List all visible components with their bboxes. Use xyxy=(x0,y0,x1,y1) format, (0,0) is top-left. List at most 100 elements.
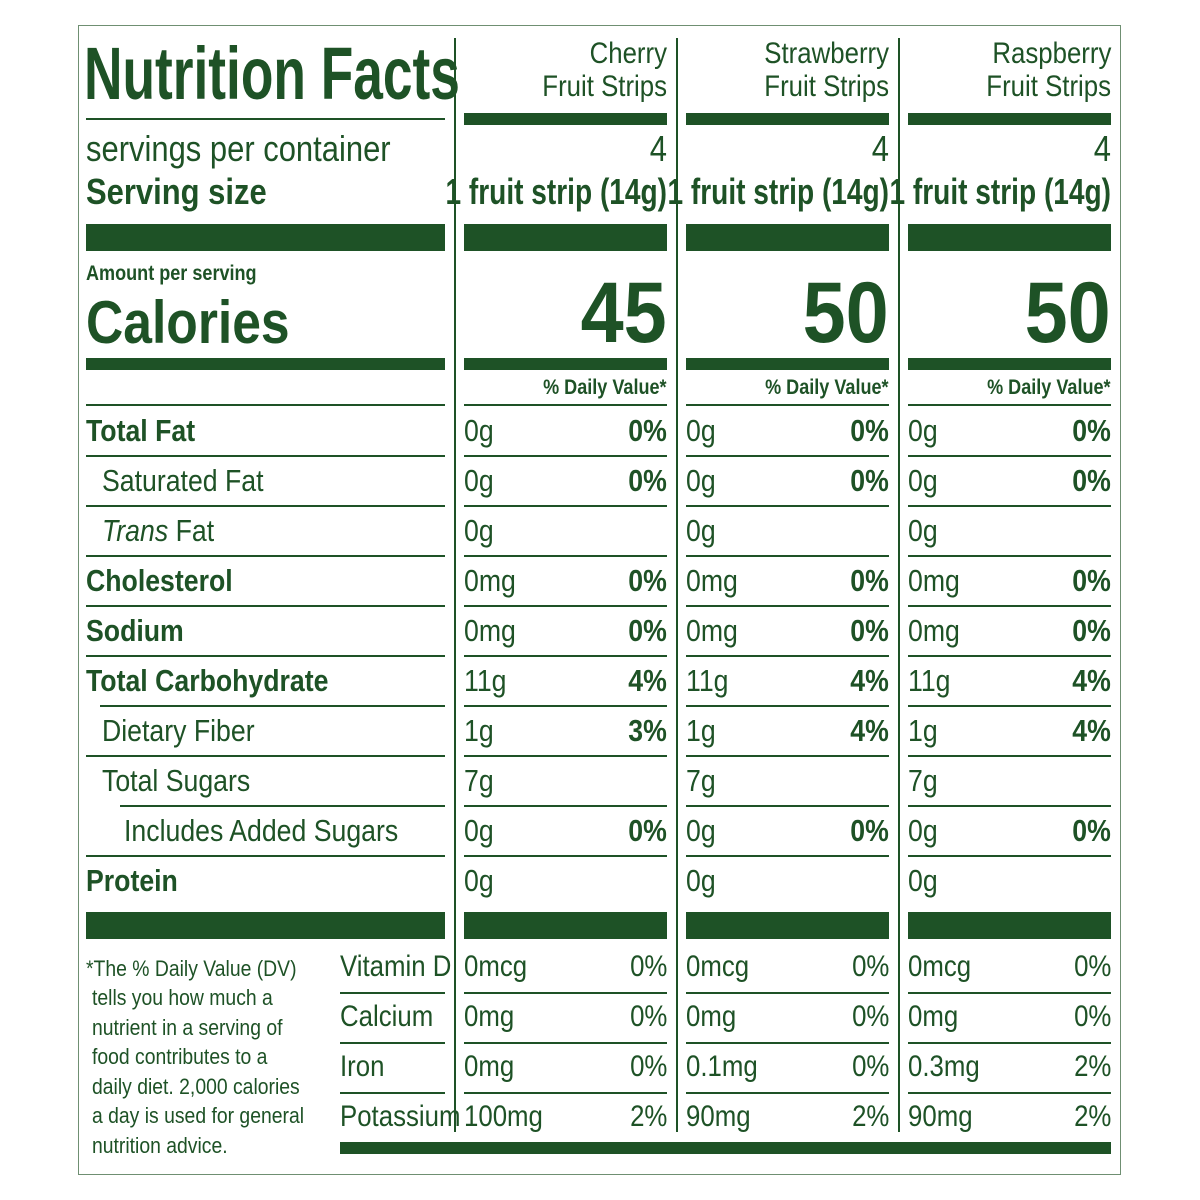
nutrient-dv: 0% xyxy=(289,562,889,599)
nutrient-label-name: Cholesterol xyxy=(86,563,233,599)
vitamin-dv-text: 2% xyxy=(629,1100,667,1133)
nutrient-dv: 3% xyxy=(67,712,667,749)
row-rule xyxy=(686,805,889,807)
nutrient-amount-text: 0g xyxy=(686,813,716,849)
nutrient-amount: 0g xyxy=(686,862,720,899)
product-name-text: Raspberry xyxy=(991,37,1111,70)
thick-bar xyxy=(86,224,445,251)
product-name-text: Fruit Strips xyxy=(986,70,1111,103)
product-name-text: Fruit Strips xyxy=(542,70,667,103)
product-name: Cherry xyxy=(67,36,667,72)
serving-size-value: 1 fruit strip (14g) xyxy=(289,170,889,213)
nutrient-label-name: Fat xyxy=(168,513,215,549)
vitamin-dv-text: 0% xyxy=(851,1050,889,1083)
row-rule xyxy=(464,404,667,406)
nutrient-amount: 0mg xyxy=(686,612,746,649)
product-name-text: Strawberry xyxy=(764,37,889,70)
column-divider xyxy=(454,38,456,1132)
vitamin-dv: 2% xyxy=(67,1099,667,1135)
calories-value: 45 xyxy=(67,262,667,365)
vitamin-dv-text: 0% xyxy=(851,950,889,983)
footnote-line-text: nutrient in a serving of xyxy=(92,1014,283,1040)
nutrient-dv: 0% xyxy=(67,562,667,599)
nutrient-amount: 0g xyxy=(908,812,942,849)
nutrient-label-name: Saturated Fat xyxy=(102,463,264,499)
thick-bar xyxy=(908,912,1111,939)
vitamin-amount-text: 0.1mg xyxy=(686,1050,758,1083)
title: Nutrition Facts xyxy=(84,30,606,119)
calories-value-text: 50 xyxy=(1024,265,1111,362)
nutrient-dv: 4% xyxy=(289,662,889,699)
product-name: Fruit Strips xyxy=(511,69,1111,105)
nutrient-label: Total Sugars xyxy=(102,762,274,799)
servings-value: 4 xyxy=(67,127,667,170)
calories-value-text: 50 xyxy=(802,265,889,362)
row-rule xyxy=(686,755,889,757)
nutrient-amount-text: 0g xyxy=(686,463,716,499)
vitamin-label-text: Iron xyxy=(340,1050,385,1083)
nutrient-dv: 0% xyxy=(67,812,667,849)
title-text: Nutrition Facts xyxy=(84,31,460,115)
row-rule xyxy=(908,404,1111,406)
nutrient-amount: 0g xyxy=(464,462,498,499)
row-rule xyxy=(908,705,1111,707)
vitamin-amount-text: 0mcg xyxy=(686,950,750,983)
nutrient-amount: 7g xyxy=(686,762,720,799)
row-rule xyxy=(86,655,445,657)
nutrient-amount: 1g xyxy=(908,712,942,749)
vitamin-amount-text: 0mg xyxy=(464,1050,515,1083)
row-rule xyxy=(86,855,445,857)
nutrient-amount-text: 7g xyxy=(686,763,716,799)
vitamin-label: Potassium xyxy=(340,1099,480,1135)
medium-bar xyxy=(686,113,889,125)
nutrient-amount-text: 0g xyxy=(908,513,938,549)
nutrient-dv: 0% xyxy=(67,462,667,499)
nutrient-amount: 0g xyxy=(686,462,720,499)
nutrient-amount: 11g xyxy=(686,662,735,699)
nutrient-amount-text: 0g xyxy=(908,813,938,849)
serving-size-label: Serving size xyxy=(86,170,296,213)
footnote-line-text: nutrition advice. xyxy=(92,1132,228,1158)
vitamin-amount: 0mg xyxy=(908,999,966,1035)
row-rule xyxy=(686,505,889,507)
nutrient-dv: 0% xyxy=(511,412,1111,449)
row-rule xyxy=(686,992,889,994)
calories-label: Calories xyxy=(86,287,323,359)
bottom-bar xyxy=(340,1142,1111,1154)
nutrient-dv: 0% xyxy=(289,812,889,849)
vitamin-amount: 0.3mg xyxy=(908,1049,991,1085)
nutrient-amount-text: 7g xyxy=(908,763,938,799)
vitamin-dv: 0% xyxy=(511,949,1111,985)
vitamin-dv-text: 0% xyxy=(629,950,667,983)
vitamin-dv: 0% xyxy=(67,999,667,1035)
thick-bar xyxy=(464,912,667,939)
row-rule xyxy=(908,855,1111,857)
vitamin-label: Iron xyxy=(340,1049,392,1085)
servings-value: 4 xyxy=(511,127,1111,170)
row-rule xyxy=(686,855,889,857)
nutrient-dv-text: 0% xyxy=(850,813,889,849)
nutrient-dv: 4% xyxy=(511,712,1111,749)
serving-size-value-text: 1 fruit strip (14g) xyxy=(889,171,1111,213)
nutrient-dv: 4% xyxy=(67,662,667,699)
footnote-line: a day is used for general xyxy=(92,1103,333,1129)
serving-size-label-text: Serving size xyxy=(86,171,267,213)
nutrient-label: Includes Added Sugars xyxy=(124,812,443,849)
nutrient-amount-text: 1g xyxy=(908,713,938,749)
nutrient-amount: 0g xyxy=(908,512,942,549)
nutrient-dv-text: 0% xyxy=(1072,413,1111,449)
nutrient-dv-text: 4% xyxy=(1072,663,1111,699)
nutrient-amount: 0g xyxy=(464,412,498,449)
nutrient-amount: 11g xyxy=(464,662,513,699)
footnote-line-text: a day is used for general xyxy=(92,1103,305,1129)
nutrient-amount: 0g xyxy=(908,462,942,499)
servings-value-text: 4 xyxy=(871,128,889,170)
row-rule xyxy=(464,805,667,807)
footnote-line: food contributes to a xyxy=(92,1044,291,1070)
title-rule xyxy=(86,118,445,120)
vitamin-dv: 0% xyxy=(289,999,889,1035)
vitamin-dv-text: 0% xyxy=(1073,950,1111,983)
medium-bar xyxy=(464,113,667,125)
nutrient-amount: 0g xyxy=(908,412,942,449)
